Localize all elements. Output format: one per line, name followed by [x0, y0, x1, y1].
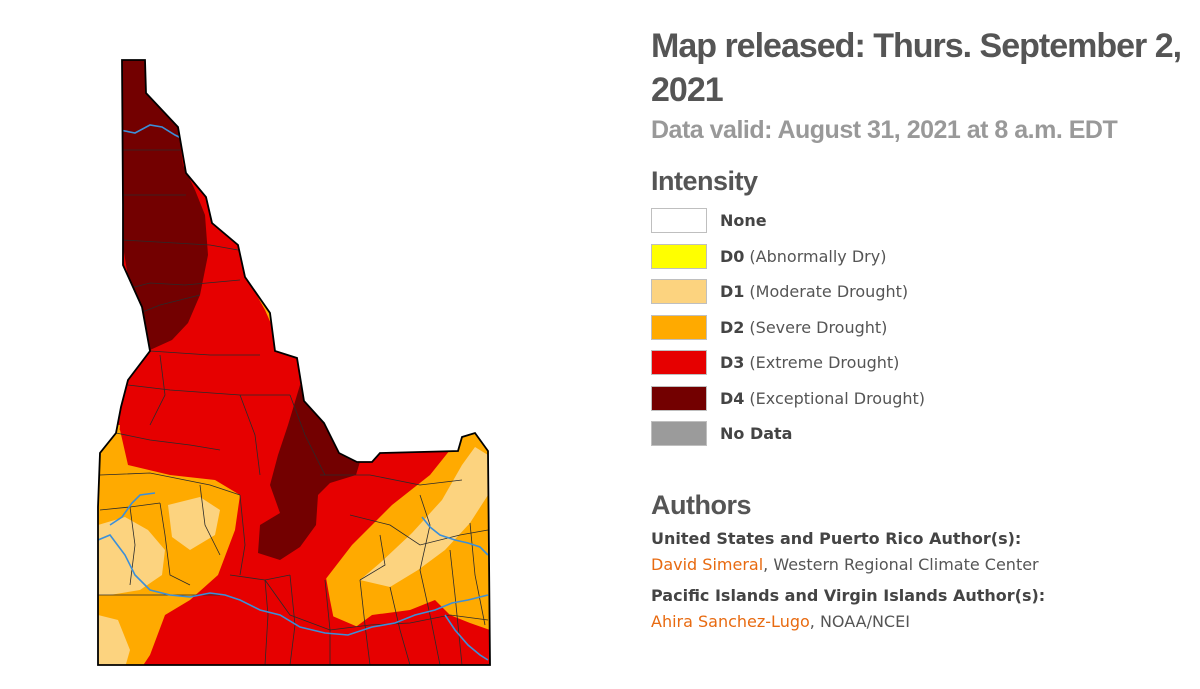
county-line: [129, 506, 136, 586]
county-line: [149, 350, 260, 356]
county-line: [419, 569, 441, 665]
county-line: [99, 472, 241, 496]
legend-desc: (Severe Drought): [749, 317, 888, 337]
d3-south-region: [170, 555, 490, 665]
river-clearwater: [119, 124, 186, 141]
river-snake-south: [98, 534, 489, 636]
us-author-org: , Western Regional Climate Center: [763, 554, 1039, 574]
us-authors-label: United States and Puerto Rico Author(s):: [651, 528, 1022, 548]
d1-southwest-inner-region: [168, 497, 220, 550]
county-line: [199, 484, 221, 556]
legend-code: D4: [720, 388, 745, 408]
d1-southwest-region: [98, 517, 165, 595]
county-line: [359, 534, 386, 581]
d1-east-region: [360, 447, 488, 587]
data-valid-subtitle: Data valid: August 31, 2021 at 8 a.m. ED…: [651, 116, 1118, 144]
pi-author-link[interactable]: Ahira Sanchez-Lugo: [651, 611, 810, 631]
idaho-drought-map-svg: [97, 59, 491, 666]
pi-author-line: Ahira Sanchez-Lugo, NOAA/NCEI: [651, 612, 1191, 631]
county-line: [264, 579, 489, 631]
county-line: [122, 279, 241, 291]
county-line: [320, 474, 463, 486]
intensity-legend: None D0 (Abnormally Dry) D1 (Moderate Dr…: [651, 203, 1191, 452]
river-salmon: [109, 492, 156, 526]
legend-swatch: [651, 279, 707, 305]
legend-swatch: [651, 243, 707, 269]
county-line: [289, 574, 296, 665]
legend-swatch: [651, 208, 707, 234]
legend-swatch: [651, 314, 707, 340]
legend-code: D2: [720, 317, 745, 337]
legend-item-no-data: No Data: [651, 416, 1191, 452]
idaho-state-outline: [97, 59, 491, 666]
d2-southwest-region: [98, 430, 240, 665]
rivers: [98, 124, 489, 661]
legend-code: D3: [720, 353, 745, 373]
county-line: [359, 579, 371, 665]
legend-desc: (Extreme Drought): [749, 353, 900, 373]
legend-desc: (Abnormally Dry): [749, 246, 887, 266]
county-line: [127, 384, 290, 396]
pi-authors-label: Pacific Islands and Virgin Islands Autho…: [651, 585, 1046, 605]
intensity-heading: Intensity: [651, 166, 758, 196]
legend-code: None: [720, 211, 767, 231]
county-line: [449, 549, 463, 665]
legend-code: No Data: [720, 424, 793, 444]
authors-heading: Authors: [651, 489, 752, 520]
drought-map: [90, 55, 500, 685]
d1-southwest-corner-region: [98, 615, 130, 665]
county-lines: [98, 149, 489, 665]
legend-item-d0: D0 (Abnormally Dry): [651, 239, 1191, 275]
legend-item-d1: D1 (Moderate Drought): [651, 274, 1191, 310]
county-line: [239, 494, 246, 576]
info-panel: Map released: Thurs. September 2, 2021 D…: [651, 24, 1191, 631]
legend-desc: (Moderate Drought): [749, 282, 909, 302]
county-line: [115, 432, 221, 451]
county-line: [469, 522, 486, 626]
river-southeast: [444, 614, 489, 661]
legend-code: D0: [720, 246, 745, 266]
pi-author-org: , NOAA/NCEI: [809, 611, 910, 631]
county-line: [159, 502, 191, 586]
legend-item-d3: D3 (Extreme Drought): [651, 345, 1191, 381]
legend-item-d4: D4 (Exceptional Drought): [651, 381, 1191, 417]
river-henrys-fork: [421, 516, 489, 556]
us-author-line: David Simeral, Western Regional Climate …: [651, 555, 1191, 574]
legend-item-none: None: [651, 203, 1191, 239]
legend-swatch: [651, 385, 707, 411]
legend-code: D1: [720, 282, 745, 302]
legend-desc: (Exceptional Drought): [749, 388, 926, 408]
legend-swatch: [651, 421, 707, 447]
legend-item-d2: D2 (Severe Drought): [651, 310, 1191, 346]
county-line: [389, 586, 411, 665]
county-line: [149, 354, 166, 426]
county-line: [264, 579, 269, 665]
us-author-link[interactable]: David Simeral: [651, 554, 764, 574]
map-release-title: Map released: Thurs. September 2, 2021: [651, 27, 1182, 109]
county-line: [349, 514, 489, 546]
county-line: [419, 494, 431, 571]
county-line: [122, 239, 239, 251]
legend-swatch: [651, 350, 707, 376]
d4-north-region: [122, 60, 208, 350]
county-line: [239, 394, 261, 476]
county-line: [289, 394, 326, 476]
